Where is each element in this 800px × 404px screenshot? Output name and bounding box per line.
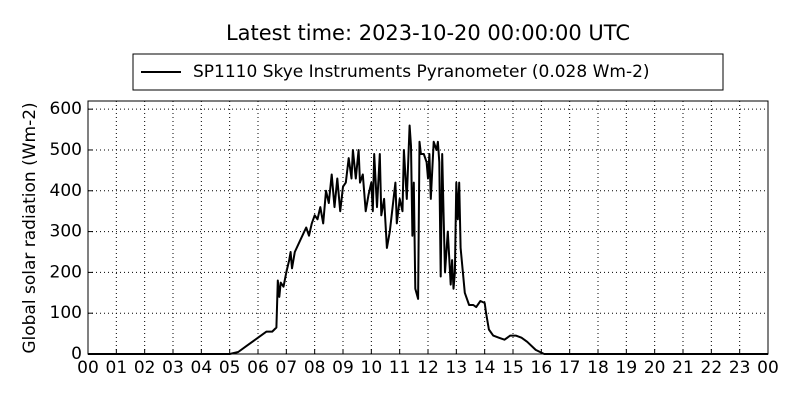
x-tick-label: 13 — [446, 358, 468, 378]
x-tick-label: 21 — [672, 358, 694, 378]
x-tick-label: 19 — [616, 358, 638, 378]
x-tick-label: 20 — [644, 358, 666, 378]
x-tick-label: 01 — [106, 358, 128, 378]
x-tick-label: 09 — [332, 358, 354, 378]
x-tick-label: 23 — [729, 358, 751, 378]
x-tick-label: 08 — [304, 358, 326, 378]
x-tick-label: 10 — [361, 358, 383, 378]
legend-box — [132, 53, 724, 91]
plot-frame — [87, 100, 769, 355]
x-tick-label: 07 — [276, 358, 298, 378]
x-tick-label: 22 — [701, 358, 723, 378]
x-tick-label: 03 — [162, 358, 184, 378]
y-tick-label: 400 — [50, 181, 82, 201]
x-tick-label: 12 — [417, 358, 439, 378]
x-tick-label: 00 — [77, 358, 99, 378]
x-tick-label: 04 — [191, 358, 213, 378]
y-axis-label: Global solar radiation (Wm-2) — [20, 102, 40, 353]
y-tick-label: 0 — [71, 344, 82, 364]
x-tick-label: 00 — [757, 358, 779, 378]
y-tick-label: 100 — [50, 303, 82, 323]
x-tick-label: 17 — [559, 358, 581, 378]
x-tick-label: 11 — [389, 358, 411, 378]
x-tick-label: 02 — [134, 358, 156, 378]
y-tick-label: 200 — [50, 262, 82, 282]
y-tick-label: 600 — [50, 99, 82, 119]
x-tick-label: 15 — [502, 358, 524, 378]
x-tick-label: 18 — [587, 358, 609, 378]
x-tick-label: 05 — [219, 358, 241, 378]
data-line — [88, 124, 768, 355]
x-tick-label: 14 — [474, 358, 496, 378]
y-tick-label: 300 — [50, 222, 82, 242]
y-tick-label: 500 — [50, 140, 82, 160]
x-tick-label: 06 — [247, 358, 269, 378]
legend-label: SP1110 Skye Instruments Pyranometer (0.0… — [193, 62, 650, 82]
chart-title: Latest time: 2023-10-20 00:00:00 UTC — [226, 21, 630, 45]
x-tick-label: 16 — [531, 358, 553, 378]
